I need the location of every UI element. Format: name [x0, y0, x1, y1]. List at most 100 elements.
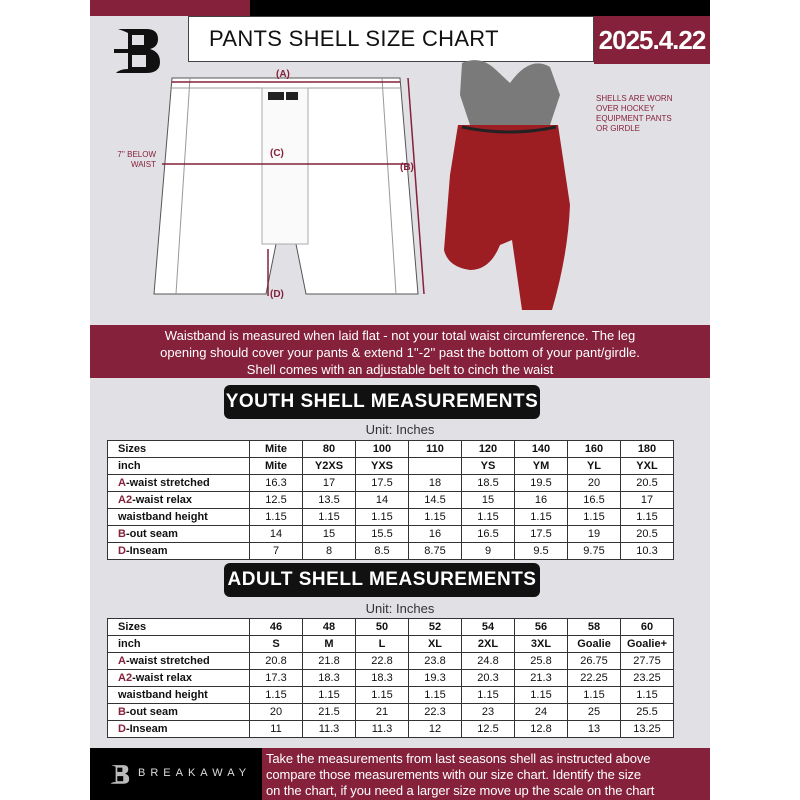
shell-note: SHELLS ARE WORN OVER HOCKEY EQUIPMENT PA… — [596, 94, 673, 133]
table-cell: 21 — [355, 703, 409, 721]
table-cell: 1.15 — [514, 686, 568, 704]
row-label-text: -waist relax — [132, 672, 192, 684]
table-row: Sizes Mite 80 100 110 120 140 160 180 — [107, 440, 674, 458]
table-cell: 18.5 — [461, 474, 515, 492]
row-label: D-Inseam — [107, 542, 250, 560]
table-cell: 12.5 — [249, 491, 303, 509]
table-cell: 16 — [514, 491, 568, 509]
table-cell: 13.25 — [620, 720, 674, 738]
table-cell: 18.3 — [355, 669, 409, 687]
row-label-text: -waist stretched — [125, 655, 210, 667]
table-cell: 9.75 — [567, 542, 621, 560]
table-cell: 25.8 — [514, 652, 568, 670]
table-cell: 8.75 — [408, 542, 462, 560]
row-label: Sizes — [107, 618, 250, 636]
table-cell: 20 — [567, 474, 621, 492]
chart-date: 2025.4.22 — [594, 16, 710, 64]
table-cell: 16.5 — [567, 491, 621, 509]
table-cell: 56 — [514, 618, 568, 636]
table-cell: 17 — [620, 491, 674, 509]
table-cell: Mite — [249, 440, 303, 458]
table-cell: 9.5 — [514, 542, 568, 560]
table-cell: 60 — [620, 618, 674, 636]
table-cell: 17 — [302, 474, 356, 492]
row-label: A-waist stretched — [107, 474, 250, 492]
table-cell: 1.15 — [620, 508, 674, 526]
table-cell: 1.15 — [620, 686, 674, 704]
table-cell: 18.3 — [302, 669, 356, 687]
footer-logo-icon — [110, 765, 130, 784]
measurement-info-band: Waistband is measured when laid flat - n… — [90, 325, 710, 378]
table-cell: 120 — [461, 440, 515, 458]
footer-line: compare those measurements with our size… — [266, 767, 642, 782]
table-cell: 19 — [567, 525, 621, 543]
table-cell: 1.15 — [249, 508, 303, 526]
row-label-text: inch — [118, 460, 141, 472]
table-cell: 1.15 — [408, 686, 462, 704]
row-label-prefix: A — [118, 477, 126, 489]
page-title: PANTS SHELL SIZE CHART — [188, 16, 594, 62]
info-line: Waistband is measured when laid flat - n… — [164, 328, 636, 343]
table-cell: 1.15 — [461, 508, 515, 526]
table-cell: 1.15 — [567, 508, 621, 526]
youth-section-title: YOUTH SHELL MEASUREMENTS — [224, 385, 540, 419]
table-cell: YL — [567, 457, 621, 475]
table-cell: M — [302, 635, 356, 653]
header-strip-dark — [250, 0, 710, 16]
table-cell: 19.3 — [408, 669, 462, 687]
youth-unit: Unit: Inches — [365, 422, 435, 437]
youth-size-table: Sizes Mite 80 100 110 120 140 160 180 inch Mite Y2X… — [107, 440, 674, 560]
row-label: waistband height — [107, 508, 250, 526]
label-c: (C) — [270, 148, 284, 159]
row-label-text: Sizes — [118, 443, 147, 455]
table-cell: 19.5 — [514, 474, 568, 492]
row-label-text: -out seam — [125, 528, 178, 540]
table-cell: 1.15 — [355, 508, 409, 526]
table-cell: YM — [514, 457, 568, 475]
table-row: B-out seam 14 15 15.5 16 16.5 17.5 19 20.5 — [107, 525, 674, 543]
table-row: B-out seam 20 21.5 21 22.3 23 24 25 25.5 — [107, 703, 674, 721]
row-label: B-out seam — [107, 703, 250, 721]
table-cell: 48 — [302, 618, 356, 636]
table-cell: 18 — [408, 474, 462, 492]
table-cell: YXL — [620, 457, 674, 475]
table-cell: 2XL — [461, 635, 515, 653]
row-label-text: -out seam — [125, 706, 178, 718]
table-cell: 20.5 — [620, 474, 674, 492]
table-cell: 16.3 — [249, 474, 303, 492]
row-label: A2-waist relax — [107, 669, 250, 687]
label-d: (D) — [270, 289, 284, 300]
table-cell: 23.8 — [408, 652, 462, 670]
table-cell: 1.15 — [408, 508, 462, 526]
row-label-text: -Inseam — [125, 723, 168, 735]
table-cell: L — [355, 635, 409, 653]
table-cell: 1.15 — [567, 686, 621, 704]
table-cell: 25.5 — [620, 703, 674, 721]
table-cell: 25 — [567, 703, 621, 721]
label-b: (B) — [400, 162, 414, 173]
table-row: inch S M L XL 2XL 3XL Goalie Goalie+ — [107, 635, 674, 653]
table-cell: 110 — [408, 440, 462, 458]
table-cell: 21.8 — [302, 652, 356, 670]
table-cell: 22.8 — [355, 652, 409, 670]
table-cell: 14 — [249, 525, 303, 543]
table-cell: Goalie+ — [620, 635, 674, 653]
footer-line: Take the measurements from last seasons … — [266, 751, 651, 766]
row-label-text: -Inseam — [125, 545, 168, 557]
row-label: B-out seam — [107, 525, 250, 543]
table-row: A2-waist relax 12.5 13.5 14 14.5 15 16 16.5 17 — [107, 491, 674, 509]
table-cell: XL — [408, 635, 462, 653]
shell-diagram — [153, 77, 425, 296]
table-row: A-waist stretched 16.3 17 17.5 18 18.5 19.5 20 2… — [107, 474, 674, 492]
table-cell: 80 — [302, 440, 356, 458]
footer-line: on the chart, if you need a larger size … — [266, 783, 655, 798]
row-label: A2-waist relax — [107, 491, 250, 509]
table-cell: 15 — [302, 525, 356, 543]
row-label-prefix: A — [118, 655, 126, 667]
row-label-prefix: A2 — [118, 672, 133, 684]
table-cell: 14.5 — [408, 491, 462, 509]
adult-section-title: ADULT SHELL MEASUREMENTS — [224, 563, 540, 597]
table-cell: Mite — [249, 457, 303, 475]
table-cell: 1.15 — [514, 508, 568, 526]
table-cell: 54 — [461, 618, 515, 636]
